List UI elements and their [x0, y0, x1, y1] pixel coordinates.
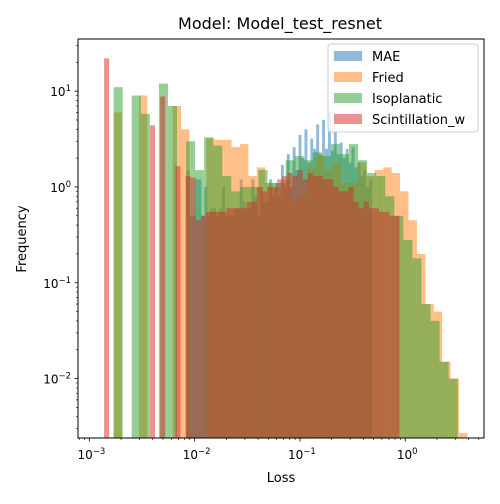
histogram-bar: [231, 208, 237, 438]
histogram-bar: [394, 215, 400, 438]
histogram-bar: [292, 176, 298, 439]
y-axis-label: Frequency: [15, 205, 30, 272]
histogram-bar: [328, 179, 334, 438]
histogram-bar: [256, 186, 262, 438]
histogram-bar: [302, 179, 308, 438]
histogram-bar: [221, 211, 227, 438]
histogram-bar: [358, 208, 364, 438]
legend-label: Isoplanatic: [372, 92, 442, 107]
histogram-bar: [267, 186, 273, 438]
histogram-bar: [368, 208, 374, 438]
legend-label: Fried: [372, 71, 404, 86]
histogram-bar: [181, 129, 190, 438]
histogram-bar: [195, 220, 201, 438]
plot-frame: [77, 38, 485, 439]
histogram-bar: [323, 179, 329, 438]
histogram-bar: [241, 208, 247, 438]
y-tick-label-exponent: 0: [66, 180, 71, 190]
legend-swatch: [334, 114, 362, 124]
y-tick-label-exponent: 1: [66, 84, 71, 94]
histogram-bar: [353, 201, 359, 438]
histogram-bar: [160, 96, 166, 439]
histogram-bar: [363, 201, 369, 438]
y-tick-label-exponent: −2: [58, 372, 71, 382]
histogram-bar: [430, 320, 440, 438]
histogram-bar: [389, 215, 395, 438]
histogram-bar: [412, 258, 422, 438]
bars-layer: [104, 58, 468, 439]
histogram-bar: [261, 191, 268, 438]
histogram-bar: [113, 87, 123, 439]
histogram-bar: [403, 239, 413, 438]
legend-box: [327, 43, 479, 133]
legend: MAE Fried Isoplanatic Scintillation_w: [327, 43, 479, 133]
histogram-bar: [348, 186, 354, 438]
histogram-bar: [175, 166, 181, 438]
histogram-bar: [277, 179, 283, 438]
x-axis-label: Loss: [267, 471, 296, 486]
histogram-bar: [338, 191, 344, 438]
histogram-bar: [421, 304, 431, 438]
histogram-bar: [379, 211, 385, 438]
x-tick-label-exponent: −2: [198, 447, 211, 457]
x-tick-label-exponent: −1: [303, 447, 316, 457]
histogram-bar: [185, 176, 191, 439]
histogram-bar: [343, 191, 349, 438]
histogram-bar: [211, 211, 217, 438]
histogram-bar: [104, 58, 110, 438]
histogram-bar: [226, 208, 232, 438]
histogram-bar: [459, 433, 468, 438]
histogram-bar: [448, 378, 458, 438]
series-scintillation-w-bars: [104, 58, 400, 439]
histogram-bar: [373, 208, 380, 438]
legend-label: MAE: [372, 50, 400, 65]
histogram-bar: [272, 186, 278, 438]
histogram-bar: [282, 176, 288, 439]
histogram-bar: [246, 201, 252, 438]
y-tick-label-exponent: −1: [58, 276, 71, 286]
histogram-bar: [200, 215, 206, 438]
histogram-bar: [149, 125, 155, 439]
histogram-bar: [140, 113, 150, 439]
legend-swatch: [334, 72, 362, 82]
histogram-bar: [167, 105, 177, 438]
histogram-bar: [287, 172, 293, 438]
x-tick-label-exponent: −3: [93, 447, 106, 457]
histogram-bar: [190, 177, 196, 439]
histogram-bar: [317, 176, 324, 439]
histogram-bar: [216, 211, 222, 438]
histogram-bar: [297, 170, 303, 438]
histogram-bar: [384, 211, 390, 438]
chart-title: Model: Model_test_resnet: [178, 14, 382, 34]
histogram-bar: [251, 201, 257, 438]
histogram-bar: [236, 208, 242, 438]
histogram-bar: [205, 211, 211, 438]
histogram-bar: [131, 95, 141, 439]
histogram-bar: [439, 361, 449, 438]
legend-swatch: [334, 51, 362, 61]
histogram-bar: [333, 186, 339, 438]
histogram-bar: [307, 172, 313, 438]
legend-swatch: [334, 93, 362, 103]
x-tick-label-exponent: 0: [412, 447, 417, 457]
legend-label: Scintillation_w: [372, 113, 466, 128]
histogram-bar: [312, 176, 318, 439]
